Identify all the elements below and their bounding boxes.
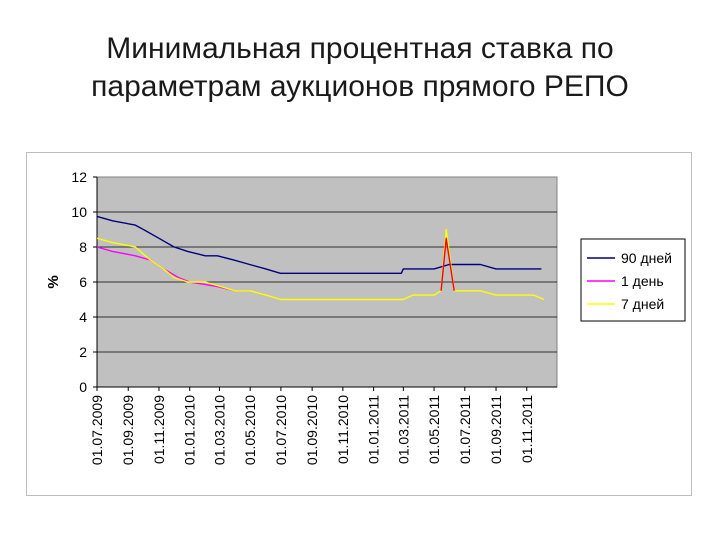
x-tick-label: 01.05.2010 [242, 395, 258, 465]
legend-label-2: 1 день [621, 273, 664, 289]
x-tick-label: 01.05.2011 [426, 395, 442, 464]
legend-label-1: 90 дней [621, 250, 672, 266]
legend-box [580, 238, 686, 322]
x-tick-label: 01.11.2009 [151, 395, 167, 464]
x-tick-label: 01.09.2009 [120, 395, 136, 465]
x-tick-label: 01.03.2011 [395, 395, 411, 464]
slide-title-line-1: Минимальная процентная ставка по [106, 32, 614, 65]
y-axis-label: % [45, 275, 62, 288]
y-tick-label: 0 [79, 379, 87, 395]
x-tick-label: 01.01.2010 [182, 395, 198, 465]
x-tick-label: 01.09.2011 [488, 395, 504, 464]
y-tick-label: 12 [71, 169, 87, 185]
x-tick-label: 01.11.2011 [519, 395, 535, 463]
x-tick-label: 01.07.2011 [457, 395, 473, 464]
y-tick-label: 6 [79, 274, 87, 290]
x-tick-label: 01.09.2010 [304, 395, 320, 465]
y-tick-label: 2 [79, 344, 87, 360]
x-tick-label: 01.11.2010 [335, 395, 351, 464]
series-line-4 [440, 237, 455, 291]
x-tick-label: 01.03.2010 [211, 395, 227, 465]
series-line-1 [96, 215, 542, 274]
series-line-3 [96, 228, 545, 301]
y-tick-label: 4 [79, 309, 87, 325]
y-tick-label: 10 [71, 204, 87, 220]
slide-title: Минимальная процентная ставка по парамет… [0, 30, 720, 106]
x-tick-label: 01.07.2009 [89, 395, 105, 465]
y-tick-label: 8 [79, 239, 87, 255]
x-tick-label: 01.07.2010 [273, 395, 289, 465]
slide-title-line-2: параметрам аукционов прямого РЕПО [91, 70, 629, 103]
x-tick-label: 01.01.2011 [366, 395, 382, 464]
legend-label-3: 7 дней [621, 296, 664, 312]
